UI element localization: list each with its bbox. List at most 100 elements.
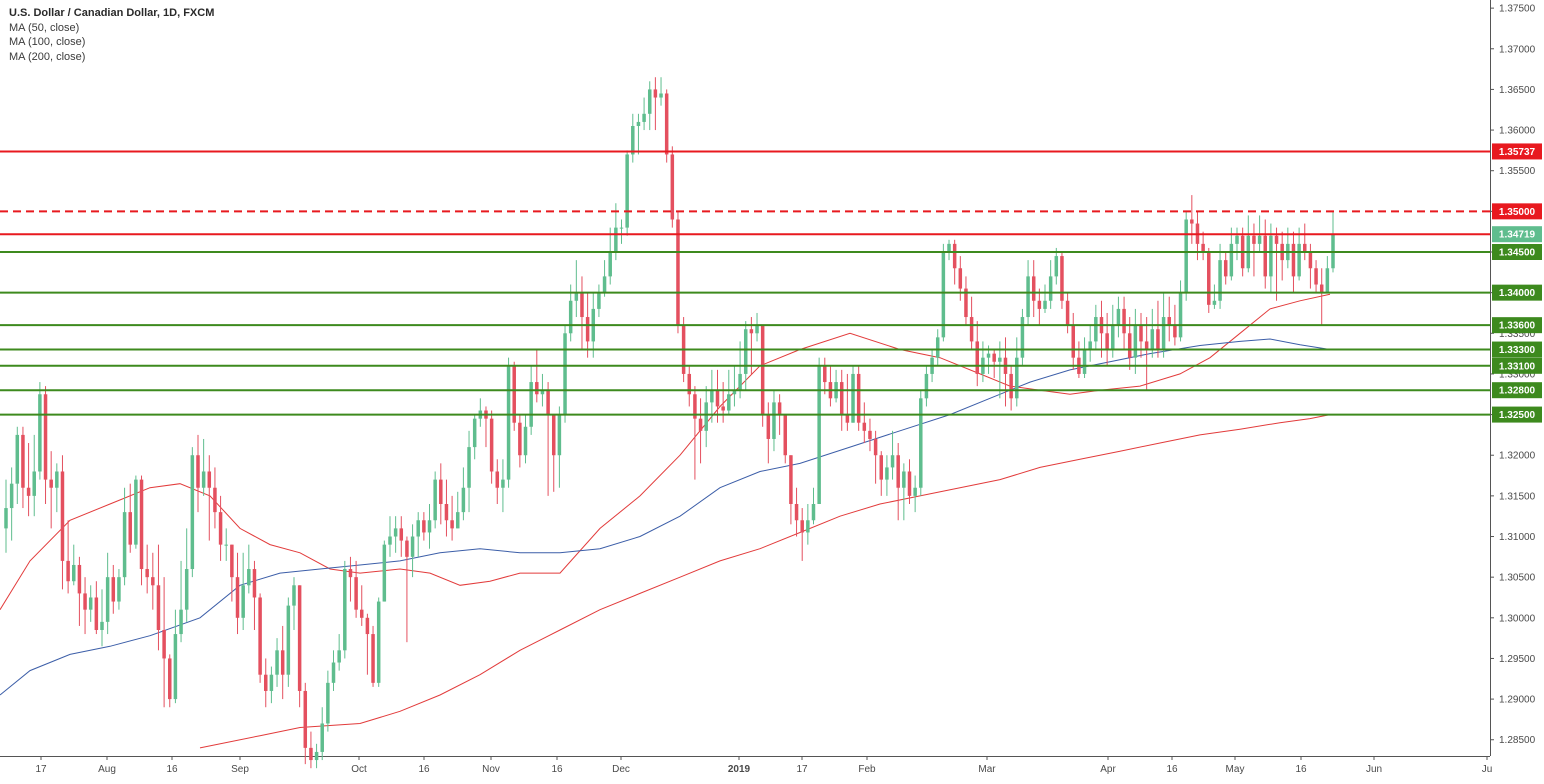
candle bbox=[794, 487, 799, 537]
candle bbox=[455, 491, 460, 529]
candle-body bbox=[557, 414, 562, 456]
support-level-tag bbox=[1492, 244, 1542, 260]
candle bbox=[303, 682, 308, 765]
candle-body bbox=[235, 577, 240, 618]
candle-body bbox=[806, 520, 810, 533]
candle-body bbox=[320, 723, 324, 752]
candle-body bbox=[969, 317, 974, 342]
candle-body bbox=[1116, 308, 1121, 326]
candle-body bbox=[935, 337, 940, 358]
candle-body bbox=[873, 438, 878, 456]
candle-body bbox=[139, 479, 144, 570]
candle-body bbox=[1297, 243, 1301, 277]
candle-body bbox=[811, 504, 816, 521]
y-tick-label: 1.36000 bbox=[1499, 126, 1536, 137]
candle bbox=[354, 560, 358, 618]
candle bbox=[760, 325, 765, 427]
candle-body bbox=[100, 621, 104, 630]
candle bbox=[614, 203, 618, 261]
candle bbox=[602, 260, 607, 297]
last-price-tag bbox=[1492, 226, 1542, 243]
y-tick-label: 1.30500 bbox=[1499, 573, 1536, 584]
x-tick-label: 16 bbox=[551, 764, 563, 775]
candle bbox=[546, 382, 550, 496]
candle-body bbox=[839, 382, 844, 415]
candle bbox=[868, 418, 872, 452]
candle bbox=[38, 382, 42, 480]
candle bbox=[862, 402, 867, 444]
candle-body bbox=[540, 390, 545, 395]
candle bbox=[105, 552, 110, 635]
candle-body bbox=[1229, 243, 1234, 277]
candle-body bbox=[597, 292, 601, 309]
support-level-tag bbox=[1492, 406, 1542, 423]
candle bbox=[839, 369, 844, 431]
candle-body bbox=[207, 471, 212, 488]
candle-body bbox=[794, 504, 799, 521]
candle-body bbox=[551, 414, 556, 456]
support-level-tag-label: 1.33600 bbox=[1499, 321, 1536, 332]
candle-body bbox=[952, 243, 957, 269]
candle-body bbox=[455, 512, 460, 529]
candle bbox=[472, 414, 477, 460]
candle bbox=[241, 552, 245, 630]
candle bbox=[467, 430, 471, 513]
candle bbox=[450, 495, 454, 541]
candle-body bbox=[1094, 317, 1098, 342]
candle bbox=[326, 670, 330, 732]
candle bbox=[1252, 223, 1256, 277]
candle bbox=[879, 451, 884, 496]
support-level-tag bbox=[1492, 317, 1542, 334]
y-tick-label: 1.37000 bbox=[1499, 44, 1536, 55]
candle-body bbox=[173, 634, 178, 700]
candle-body bbox=[1269, 235, 1273, 277]
candle-body bbox=[766, 414, 771, 439]
candle bbox=[964, 276, 968, 326]
candle bbox=[1060, 252, 1064, 309]
candle bbox=[230, 544, 234, 602]
candle-body bbox=[1218, 260, 1222, 301]
candle bbox=[399, 516, 404, 557]
candle-body bbox=[94, 597, 99, 630]
candle-body bbox=[489, 418, 494, 472]
candle-body bbox=[676, 219, 680, 326]
candle bbox=[806, 504, 810, 545]
candle bbox=[201, 438, 206, 496]
candle bbox=[1031, 260, 1036, 318]
candle bbox=[563, 325, 567, 423]
candle bbox=[280, 625, 285, 700]
candle bbox=[139, 475, 144, 586]
candle-body bbox=[280, 650, 285, 675]
candle-body bbox=[21, 434, 25, 488]
candle-body bbox=[631, 126, 635, 155]
candle bbox=[461, 467, 466, 521]
candle bbox=[975, 321, 980, 387]
candle bbox=[100, 589, 104, 647]
candle-body bbox=[399, 528, 404, 541]
candle-body bbox=[348, 569, 353, 578]
candle bbox=[631, 113, 635, 163]
candle-body bbox=[1212, 300, 1217, 305]
candle bbox=[1178, 280, 1183, 342]
x-tick-label: 2019 bbox=[728, 764, 751, 775]
candle-body bbox=[1054, 256, 1059, 277]
candle-body bbox=[258, 597, 262, 675]
candle-body bbox=[1127, 333, 1132, 358]
candle-body bbox=[26, 487, 31, 496]
candle-body bbox=[60, 471, 65, 561]
candle-body bbox=[303, 690, 308, 748]
candle-body bbox=[117, 577, 121, 602]
resistance-level-tag bbox=[1492, 143, 1542, 160]
candle bbox=[1144, 317, 1149, 391]
candle-body bbox=[755, 325, 759, 334]
candle bbox=[145, 544, 149, 594]
candle bbox=[484, 406, 488, 448]
candle-body bbox=[1020, 317, 1025, 358]
x-tick-label: 16 bbox=[1166, 764, 1178, 775]
candle bbox=[393, 516, 398, 553]
candle-body bbox=[495, 471, 500, 488]
candle bbox=[422, 512, 426, 541]
candle bbox=[21, 426, 25, 509]
y-tick-label: 1.28500 bbox=[1499, 735, 1536, 746]
